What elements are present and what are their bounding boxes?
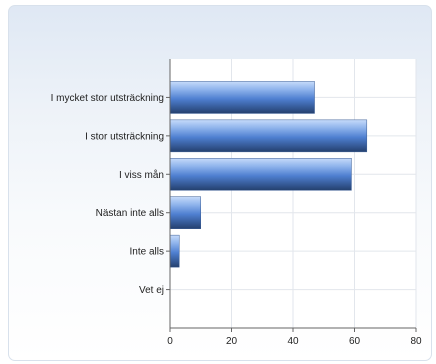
- category-label: Vet ej: [139, 285, 164, 296]
- bar: [169, 119, 368, 153]
- bars: [169, 81, 368, 268]
- category-label: I viss mån: [119, 169, 164, 181]
- category-label: I stor utsträckning: [85, 131, 164, 142]
- labels: 0 20 40 60 80 I mycket stor utsträckning I sto…: [51, 93, 422, 347]
- x-tick-label: 20: [226, 336, 238, 347]
- x-tick-label: 40: [287, 336, 299, 347]
- bar: [169, 158, 352, 191]
- x-tick-label: 60: [349, 336, 361, 347]
- category-label: I mycket stor utsträckning: [51, 93, 164, 104]
- axes: [166, 59, 417, 332]
- category-label: Nästan inte alls: [96, 208, 164, 219]
- bar: [169, 196, 201, 229]
- x-tick-label: 0: [167, 336, 173, 347]
- x-tick-label: 80: [410, 336, 422, 347]
- bar: [169, 81, 315, 114]
- bar: [169, 234, 180, 268]
- category-label: Inte alls: [130, 247, 164, 258]
